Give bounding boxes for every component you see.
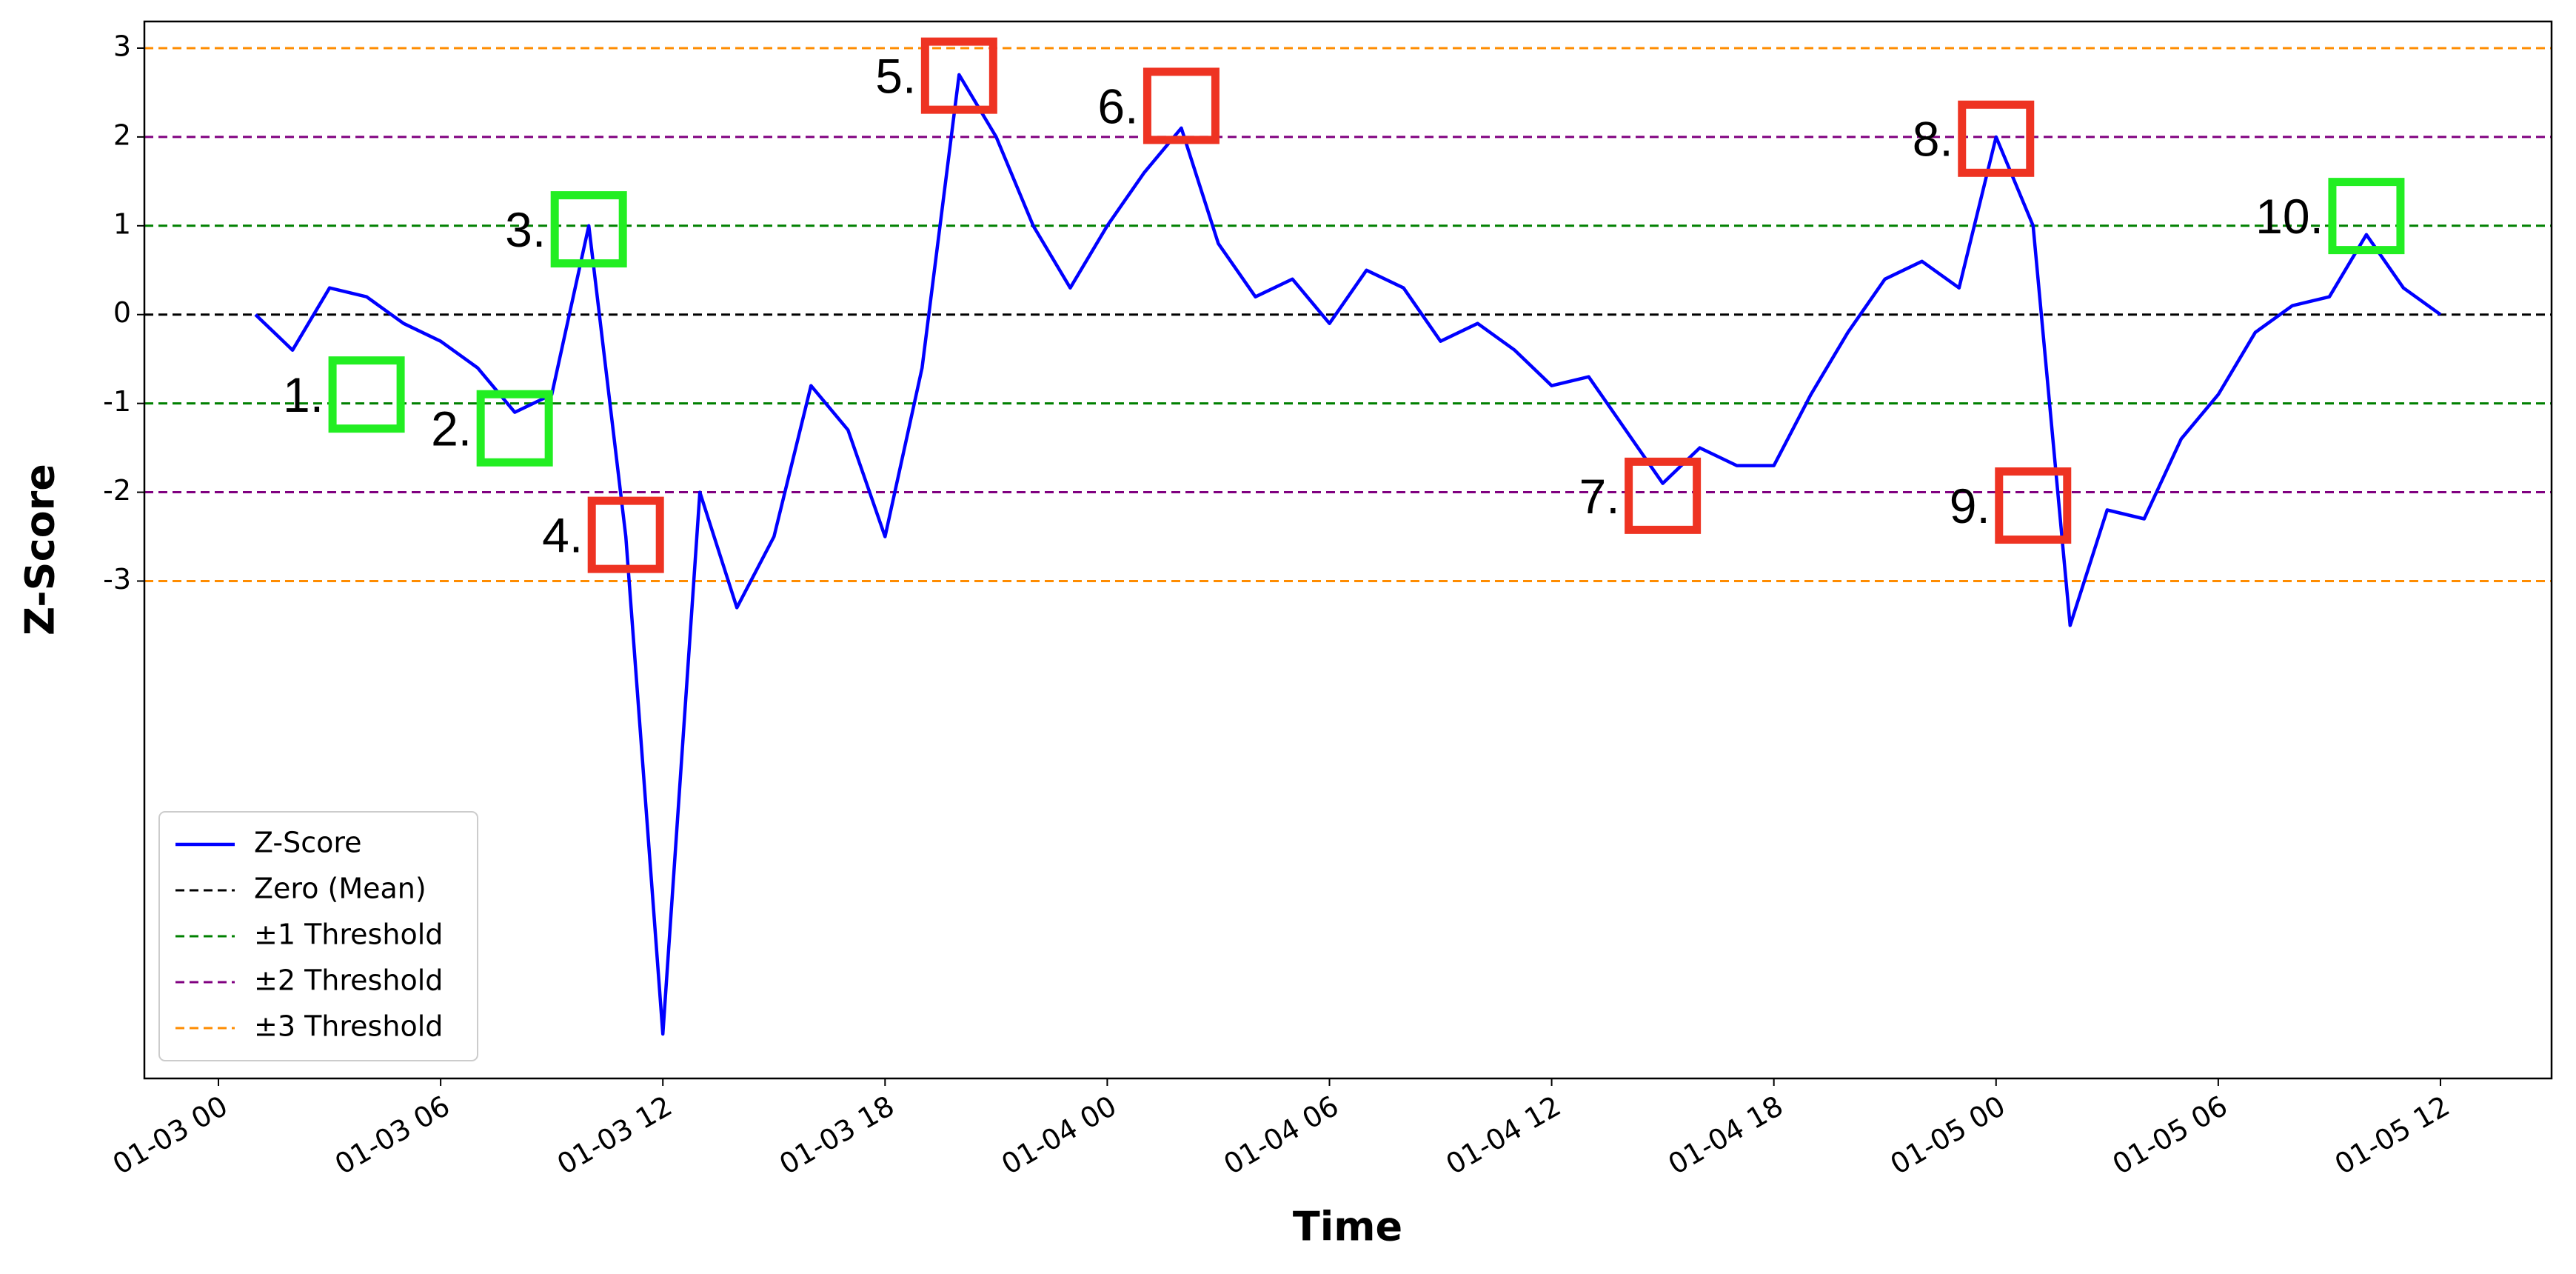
- annotation-label: 7.: [1579, 469, 1620, 524]
- annotation-box: [328, 356, 405, 433]
- legend-label: ±2 Threshold: [254, 964, 443, 997]
- x-tick-label: 01-03 00: [107, 1090, 233, 1181]
- x-tick-label: 01-03 06: [329, 1090, 455, 1181]
- annotation-label: 1.: [283, 367, 324, 422]
- x-tick-label: 01-05 00: [1885, 1090, 2011, 1181]
- y-tick-label: 0: [113, 296, 131, 329]
- y-tick-label: 1: [113, 207, 131, 240]
- annotation-box: [1958, 100, 2035, 177]
- x-tick-label: 01-05 12: [2329, 1090, 2455, 1181]
- annotation-label: 4.: [542, 508, 583, 563]
- annotation-label: 2.: [431, 401, 472, 456]
- annotation-box: [1143, 67, 1220, 144]
- annotation-label: 5.: [875, 49, 916, 104]
- legend-label: Zero (Mean): [254, 873, 426, 905]
- x-tick-label: 01-03 18: [774, 1090, 900, 1181]
- x-tick-label: 01-05 06: [2107, 1090, 2233, 1181]
- legend-box: [158, 811, 478, 1061]
- annotation-box: [476, 390, 553, 467]
- y-tick-label: -2: [103, 474, 131, 507]
- x-axis-title: Time: [1293, 1204, 1402, 1250]
- x-tick-label: 01-04 06: [1218, 1090, 1344, 1181]
- legend-label: Z-Score: [254, 827, 362, 859]
- annotation-label: 9.: [1950, 478, 1990, 533]
- annotation-box: [550, 191, 627, 268]
- annotation-label: 10.: [2255, 189, 2324, 244]
- y-tick-label: -1: [103, 385, 131, 418]
- annotation-box: [1625, 457, 1702, 534]
- y-tick-label: 2: [113, 119, 131, 151]
- data-line: [254, 73, 2442, 1036]
- annotation-box: [587, 496, 664, 573]
- annotation-box: [1995, 467, 2072, 544]
- annotation-box: [920, 37, 997, 114]
- annotation-box: [2328, 178, 2405, 255]
- annotation-label: 3.: [505, 202, 546, 257]
- x-tick-label: 01-03 12: [552, 1090, 678, 1181]
- y-tick-label: -3: [103, 563, 131, 596]
- x-tick-label: 01-04 18: [1662, 1090, 1788, 1181]
- plot-frame: [143, 20, 2553, 1080]
- legend: Z-Score Zero (Mean) ±1 Threshold ±2 Thresho…: [158, 811, 478, 1061]
- y-tick-label: 3: [113, 30, 131, 62]
- annotation-label: 6.: [1097, 79, 1138, 133]
- annotation-label: 8.: [1913, 112, 1953, 167]
- x-tick-label: 01-04 12: [1440, 1090, 1566, 1181]
- x-tick-label: 01-04 00: [996, 1090, 1122, 1181]
- legend-label: ±1 Threshold: [254, 918, 443, 951]
- y-axis-title: Z-Score: [17, 464, 64, 636]
- legend-label: ±3 Threshold: [254, 1010, 443, 1043]
